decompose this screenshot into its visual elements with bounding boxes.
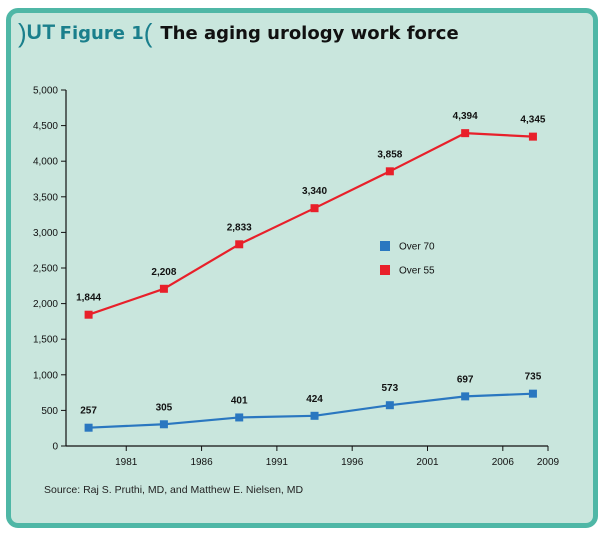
source-note: Source: Raj S. Pruthi, MD, and Matthew E…	[44, 484, 304, 496]
data-label: 401	[231, 395, 248, 406]
figure-frame	[6, 8, 598, 528]
data-label: 4,394	[453, 111, 478, 122]
y-tick-label: 2,500	[33, 264, 58, 275]
x-tick-label: 2001	[416, 457, 439, 468]
data-point-marker	[528, 389, 537, 398]
data-point-marker	[159, 420, 168, 429]
x-tick-label: 2006	[492, 457, 515, 468]
badge-figure-number: Figure 1	[59, 22, 144, 44]
left-bracket-icon: )	[18, 18, 27, 48]
right-bracket-icon: (	[143, 18, 153, 48]
x-tick-label: 1996	[341, 457, 364, 468]
figure-header: ) UT Figure 1 ( The aging urology work f…	[18, 16, 459, 50]
data-point-marker	[159, 284, 168, 293]
data-label: 697	[457, 374, 474, 385]
legend-label: Over 55	[399, 266, 435, 277]
y-tick-label: 4,500	[33, 121, 58, 132]
data-label: 1,844	[76, 293, 101, 304]
x-tick-label: 1986	[190, 457, 213, 468]
data-point-marker	[235, 240, 244, 249]
x-tick-label: 1981	[115, 457, 138, 468]
y-tick-label: 5,000	[33, 86, 58, 97]
data-label: 573	[382, 383, 399, 394]
legend-label: Over 70	[399, 242, 435, 253]
data-point-marker	[528, 132, 537, 141]
x-tick-label: 2009	[537, 457, 560, 468]
data-label: 424	[306, 394, 323, 405]
legend-swatch	[380, 241, 390, 251]
y-tick-label: 0	[52, 442, 58, 453]
data-label: 3,858	[377, 149, 402, 160]
data-label: 257	[80, 406, 97, 417]
data-label: 735	[525, 372, 542, 383]
data-point-marker	[461, 129, 470, 138]
data-point-marker	[385, 401, 394, 410]
badge-ut: UT	[26, 21, 56, 44]
data-point-marker	[310, 411, 319, 420]
legend-swatch	[380, 265, 390, 275]
data-label: 2,833	[227, 222, 252, 233]
data-point-marker	[461, 392, 470, 401]
data-point-marker	[235, 413, 244, 422]
y-tick-label: 3,000	[33, 228, 58, 239]
figure-badge: ) UT Figure 1 (	[18, 20, 152, 46]
chart-title: The aging urology work force	[160, 22, 459, 44]
data-label: 2,208	[151, 267, 176, 278]
data-point-marker	[310, 204, 319, 213]
data-label: 305	[156, 402, 173, 413]
y-tick-label: 1,500	[33, 335, 58, 346]
y-tick-label: 2,000	[33, 299, 58, 310]
series-line-over-55	[88, 132, 533, 316]
data-point-marker	[385, 167, 394, 176]
y-tick-label: 3,500	[33, 192, 58, 203]
y-tick-label: 1,000	[33, 370, 58, 381]
data-label: 3,340	[302, 186, 327, 197]
data-point-marker	[84, 423, 93, 432]
data-point-marker	[84, 310, 93, 319]
x-tick-label: 1991	[266, 457, 289, 468]
data-label: 4,345	[520, 115, 545, 126]
y-tick-label: 4,000	[33, 157, 58, 168]
y-tick-label: 500	[41, 406, 58, 417]
